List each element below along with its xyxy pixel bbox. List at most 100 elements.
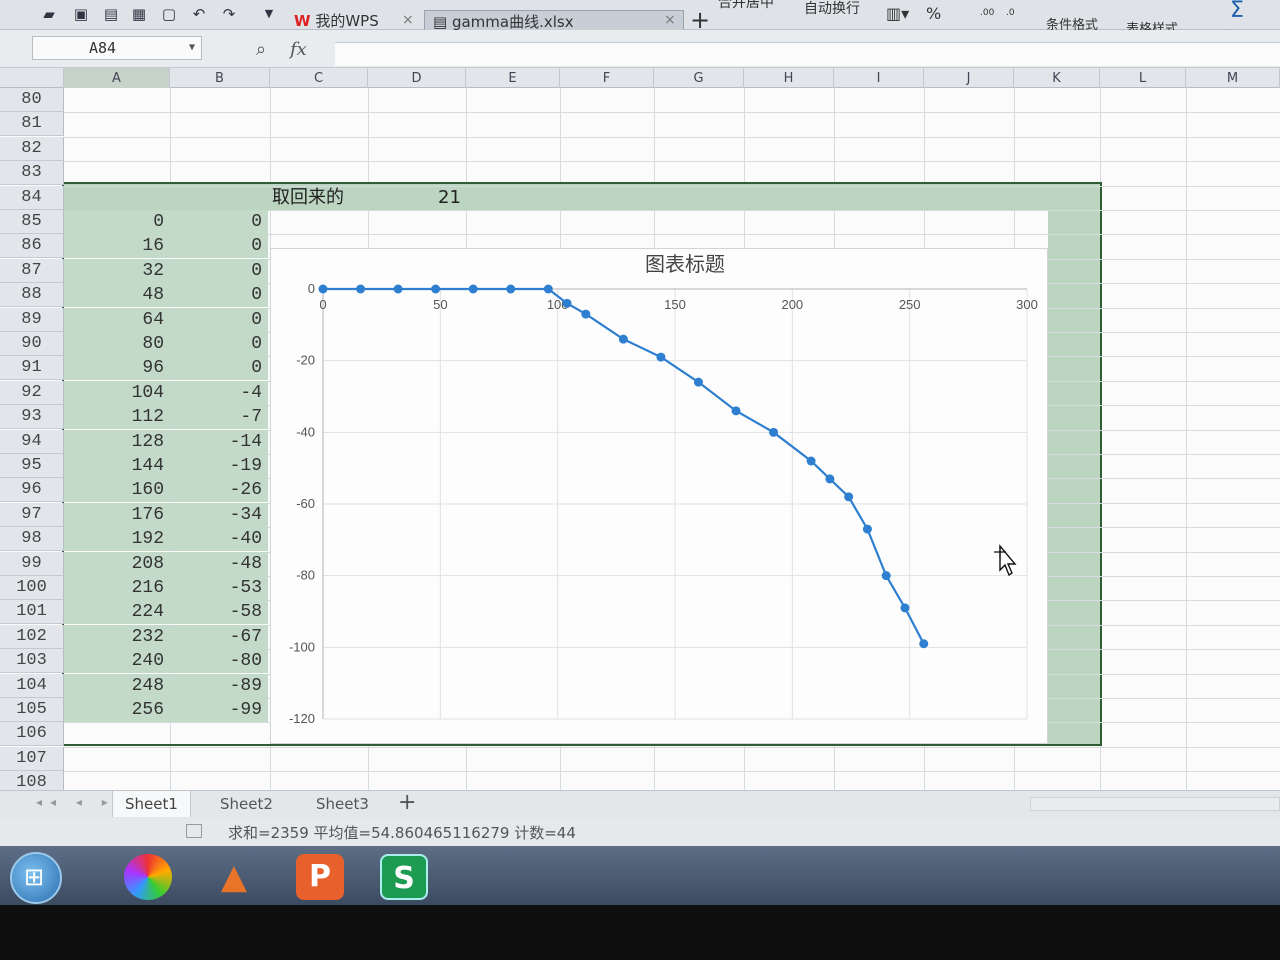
column-header-h[interactable]: H	[744, 68, 834, 88]
sheet-tab-3[interactable]: Sheet3	[316, 795, 369, 813]
cell-a[interactable]: 232	[64, 624, 170, 649]
tab-my-wps[interactable]: W 我的WPS	[294, 12, 379, 30]
column-header-b[interactable]: B	[170, 68, 270, 88]
sheet-grid[interactable]: A B C D E F G H I J K L M	[0, 68, 1280, 790]
row-header[interactable]: 105	[0, 698, 64, 722]
cell-a[interactable]: 0	[64, 210, 170, 234]
cell-a[interactable]: 224	[64, 600, 170, 625]
wps-presentation-icon[interactable]: P	[296, 854, 344, 900]
cell-a[interactable]: 248	[64, 673, 170, 698]
row-header[interactable]: 99	[0, 551, 64, 576]
save-icon[interactable]: ▣	[73, 5, 89, 23]
cell-b[interactable]: -48	[170, 551, 268, 576]
cell-a[interactable]: 256	[64, 698, 170, 722]
wrap-text-button[interactable]: 自动换行	[804, 1, 860, 17]
row-header[interactable]: 91	[0, 356, 64, 381]
row-header[interactable]: 106	[0, 722, 64, 747]
row-header[interactable]: 95	[0, 454, 64, 478]
new-tab-button[interactable]: +	[690, 6, 711, 34]
formula-input[interactable]	[335, 42, 1280, 66]
export-icon[interactable]: ▤	[103, 5, 119, 23]
start-icon[interactable]: ⊞	[10, 852, 62, 904]
row-header[interactable]: 94	[0, 429, 64, 454]
add-sheet-button[interactable]: +	[398, 790, 417, 815]
zoom-icon[interactable]: ⌕	[256, 39, 267, 60]
redo-icon[interactable]: ↷	[222, 5, 236, 23]
cell-a[interactable]: 16	[64, 234, 170, 259]
row-header[interactable]: 97	[0, 502, 64, 527]
cell-b[interactable]: -99	[170, 698, 268, 722]
column-header-e[interactable]: E	[466, 68, 560, 88]
undo-icon[interactable]: ↶	[192, 5, 206, 23]
close-tab-icon[interactable]: ×	[402, 12, 414, 28]
cell-b[interactable]: -4	[170, 380, 268, 405]
cell-a[interactable]: 48	[64, 283, 170, 308]
cell-b[interactable]: 0	[170, 258, 268, 283]
row-header[interactable]: 98	[0, 527, 64, 552]
cell-a[interactable]: 112	[64, 405, 170, 430]
column-header-k[interactable]: K	[1014, 68, 1100, 88]
cell-a[interactable]: 208	[64, 551, 170, 576]
cond-format-button[interactable]: 条件格式	[1046, 18, 1099, 33]
column-header-g[interactable]: G	[654, 68, 744, 88]
column-header-f[interactable]: F	[560, 68, 654, 88]
cell-b[interactable]: 0	[170, 307, 268, 332]
row-header[interactable]: 80	[0, 88, 64, 112]
close-tab-icon[interactable]: ×	[664, 12, 676, 28]
cell-b[interactable]: -26	[170, 478, 268, 503]
column-header-j[interactable]: J	[924, 68, 1014, 88]
cell-a[interactable]: 96	[64, 356, 170, 381]
row-header[interactable]: 103	[0, 649, 64, 674]
print-preview-icon[interactable]: ▢	[161, 5, 177, 23]
cell-a[interactable]: 64	[64, 307, 170, 332]
wps-spreadsheet-icon[interactable]: S	[380, 854, 428, 900]
number-format-icon[interactable]: ▥▾	[886, 4, 910, 23]
row-header[interactable]: 81	[0, 112, 64, 137]
row-header[interactable]: 107	[0, 746, 64, 771]
column-header-i[interactable]: I	[834, 68, 924, 88]
cell-b[interactable]: -14	[170, 429, 268, 454]
row-header[interactable]: 96	[0, 478, 64, 503]
cell-b[interactable]: -34	[170, 502, 268, 527]
horizontal-scrollbar[interactable]	[1030, 797, 1280, 811]
percent-button[interactable]: %	[926, 4, 942, 23]
cell-a[interactable]: 176	[64, 502, 170, 527]
column-header-a[interactable]: A	[64, 68, 170, 88]
cell-a[interactable]: 240	[64, 649, 170, 674]
row-header[interactable]: 101	[0, 600, 64, 625]
open-icon[interactable]: ▰	[43, 5, 55, 23]
sheet-tab-1[interactable]: Sheet1	[112, 791, 191, 817]
cell-b[interactable]: -19	[170, 454, 268, 478]
cell-b[interactable]: 0	[170, 356, 268, 381]
row-header[interactable]: 93	[0, 405, 64, 430]
cell-a[interactable]: 144	[64, 454, 170, 478]
photos-icon[interactable]	[124, 854, 172, 900]
chart[interactable]: 0 50 100 150 200 250 300 0 -20 -40 -60 -80 -100 -120 图…	[270, 248, 1048, 744]
tab-gamma-file[interactable]: ▤ gamma曲线.xlsx	[424, 10, 684, 32]
cell-b[interactable]: -53	[170, 576, 268, 600]
cell-b[interactable]: -67	[170, 624, 268, 649]
row-header[interactable]: 88	[0, 283, 64, 308]
row-header[interactable]: 82	[0, 136, 64, 161]
cell-b[interactable]: 0	[170, 210, 268, 234]
cell-b[interactable]: -40	[170, 527, 268, 552]
row-header[interactable]: 100	[0, 576, 64, 600]
row-header[interactable]: 108	[0, 771, 64, 790]
cell-d84[interactable]: 21	[438, 187, 461, 208]
chevron-down-icon[interactable]: ▼	[264, 7, 274, 20]
cell-b[interactable]: -80	[170, 649, 268, 674]
cell-b[interactable]: -58	[170, 600, 268, 625]
row-header[interactable]: 92	[0, 380, 64, 405]
cell-a[interactable]: 104	[64, 380, 170, 405]
cell-a[interactable]: 32	[64, 258, 170, 283]
cell-c84[interactable]: 取回来的	[272, 187, 344, 208]
cell-b[interactable]: -7	[170, 405, 268, 430]
chevron-down-icon[interactable]: ▼	[188, 42, 195, 53]
cell-a[interactable]: 128	[64, 429, 170, 454]
print-icon[interactable]: ▦	[131, 5, 147, 23]
matlab-icon[interactable]: ▲	[220, 857, 248, 897]
cell-b[interactable]: 0	[170, 332, 268, 356]
row-header[interactable]: 85	[0, 210, 64, 234]
name-box[interactable]: A84 ▼	[32, 36, 202, 60]
row-header[interactable]: 84	[0, 185, 64, 210]
